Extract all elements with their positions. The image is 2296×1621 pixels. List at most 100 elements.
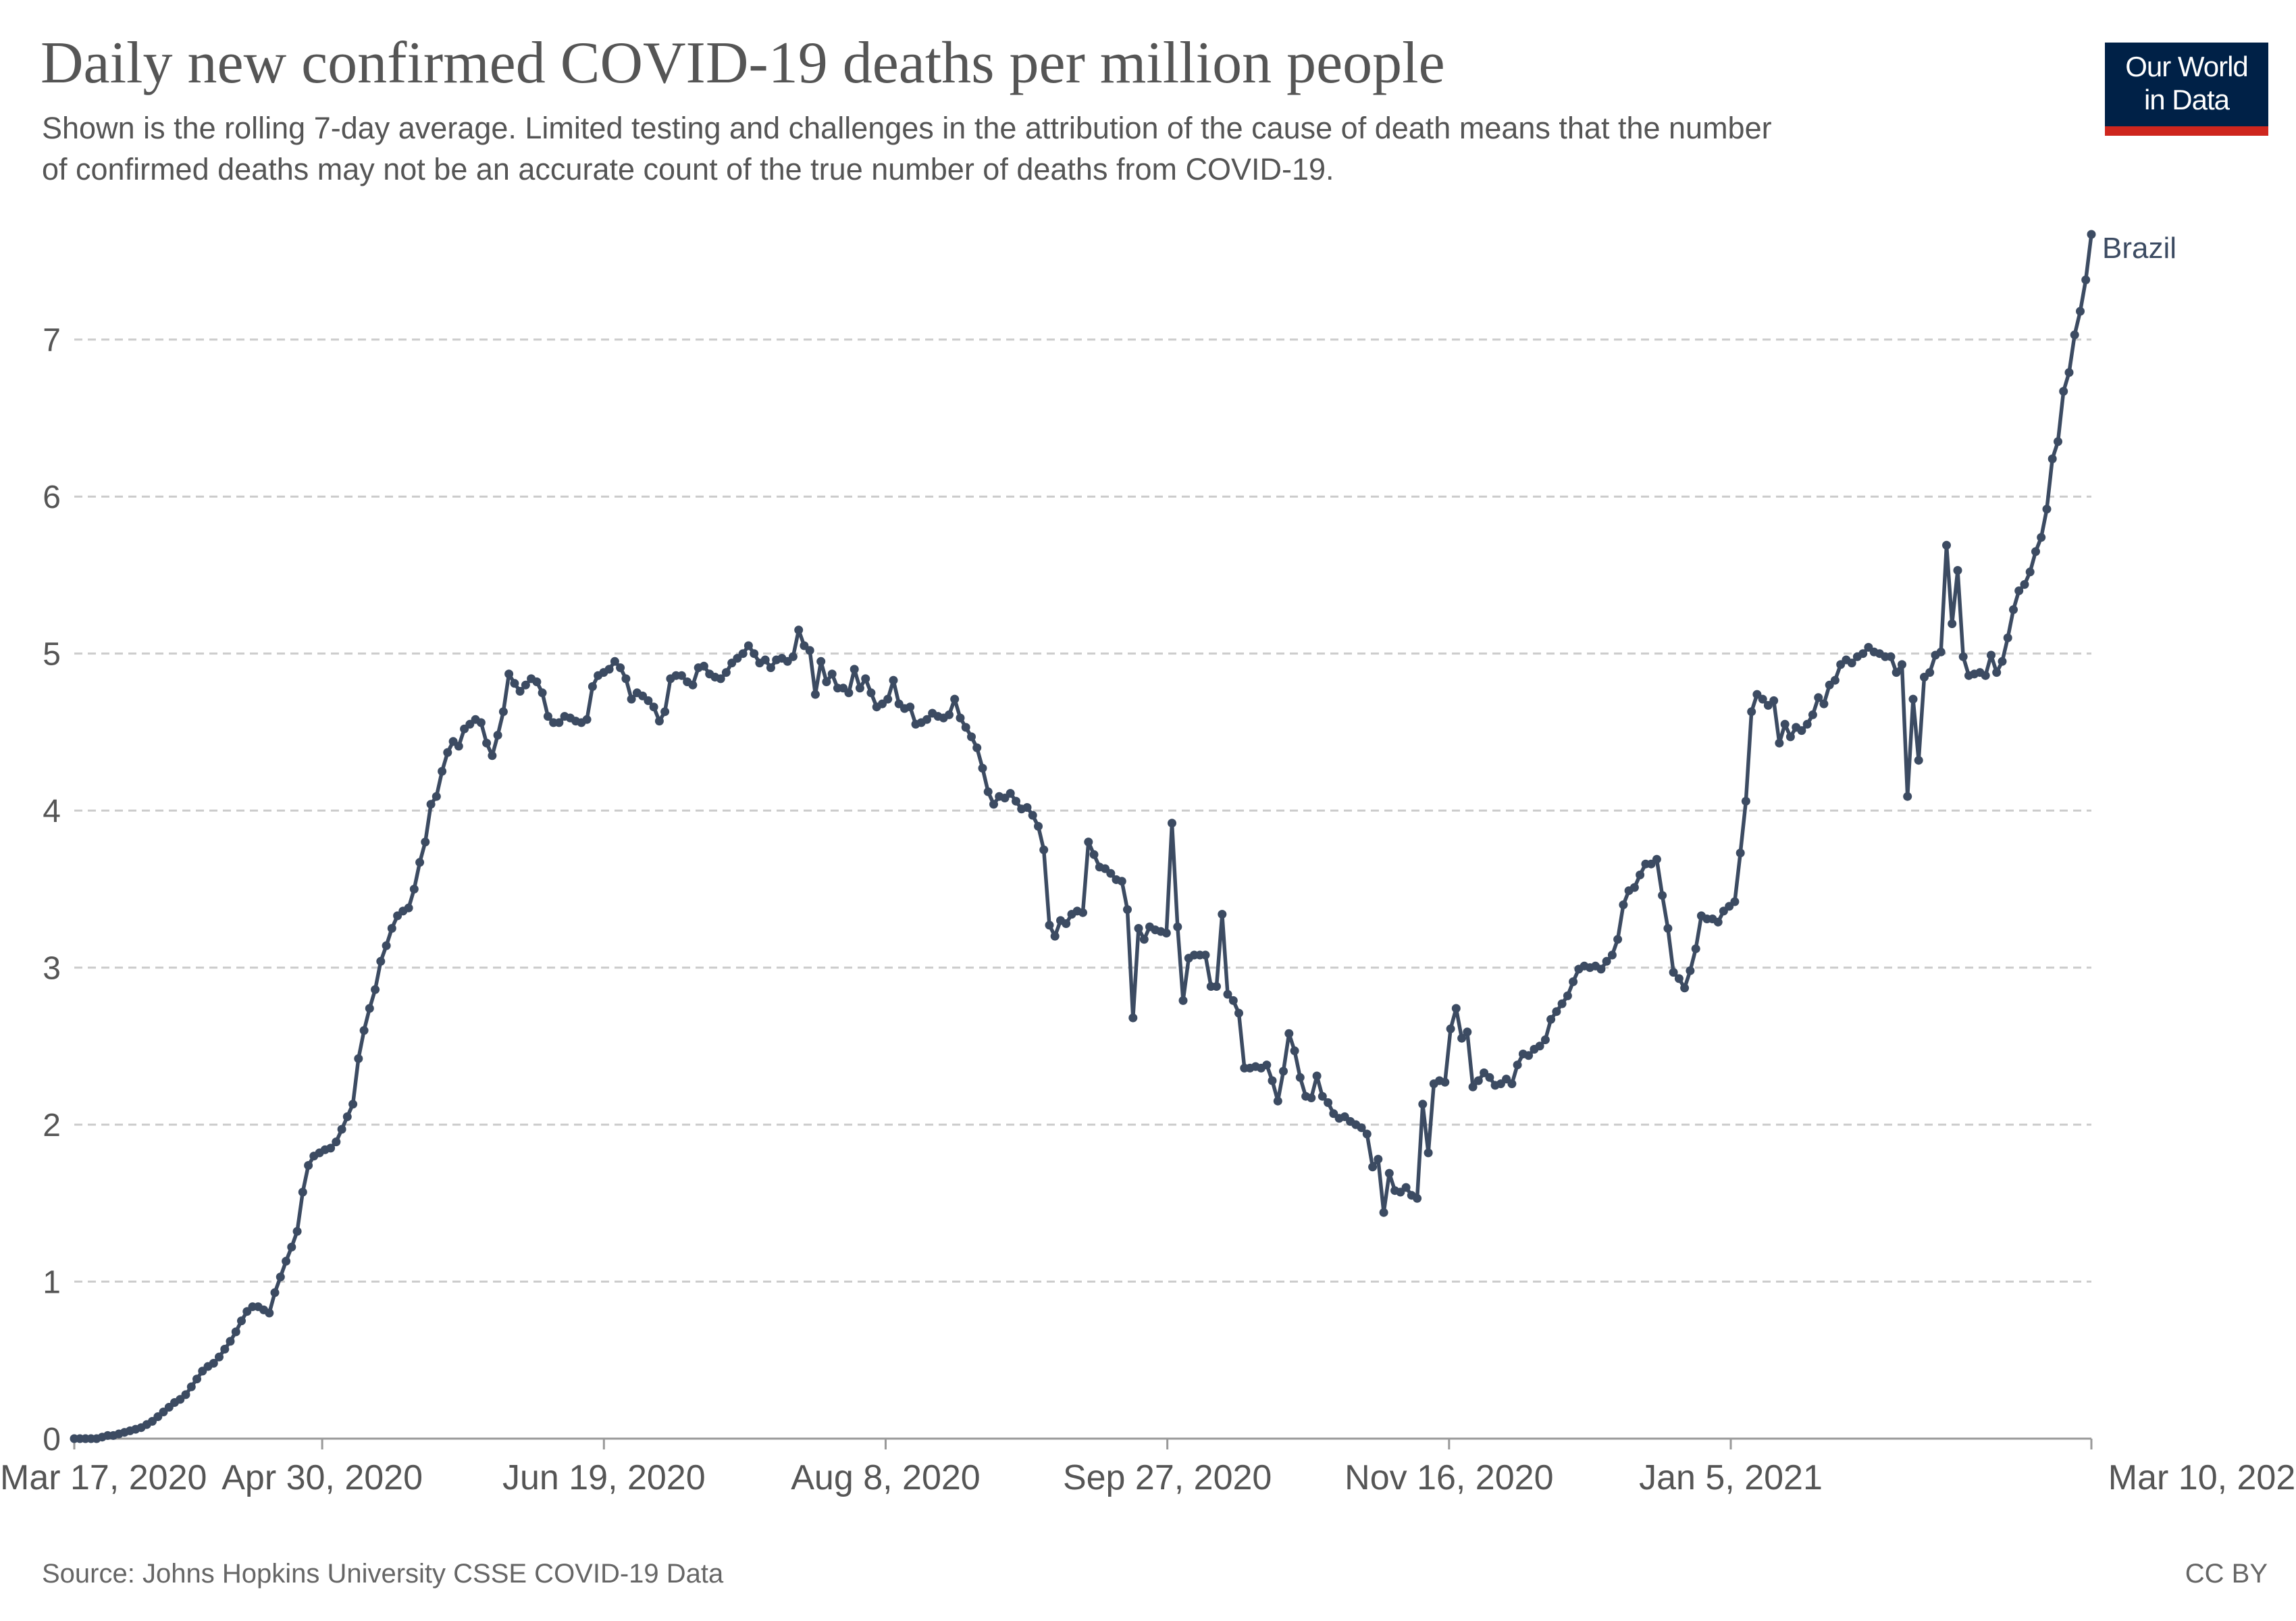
data-point (1134, 924, 1143, 933)
data-point (1228, 996, 1238, 1005)
data-point (359, 1026, 369, 1035)
data-point (2064, 368, 2074, 377)
data-point (794, 625, 804, 635)
data-point (1680, 983, 1690, 993)
data-point (1596, 964, 1606, 974)
data-point (2003, 633, 2012, 642)
data-point (1674, 974, 1684, 983)
data-point (1317, 1091, 1327, 1101)
data-point (2081, 275, 2091, 284)
data-point (1273, 1096, 1282, 1106)
data-point (1942, 540, 1951, 550)
data-point (493, 731, 502, 740)
data-point (967, 732, 976, 742)
data-point (1084, 838, 1093, 847)
data-point (855, 684, 864, 693)
data-point (2059, 386, 2068, 396)
y-tick-label: 4 (43, 794, 61, 829)
data-point (721, 668, 731, 677)
data-point (482, 738, 492, 748)
data-point (365, 1004, 374, 1013)
data-point (192, 1374, 201, 1384)
data-point (950, 694, 960, 704)
data-point (1958, 652, 1968, 661)
data-point (515, 687, 525, 696)
x-tick-label: Jan 5, 2021 (1639, 1458, 1823, 1497)
data-point (610, 657, 619, 666)
data-point (1535, 1041, 1544, 1051)
data-point (1374, 1154, 1383, 1164)
data-point (476, 718, 486, 727)
data-point (716, 674, 725, 684)
data-point (282, 1256, 291, 1266)
data-point (1284, 1029, 1294, 1038)
data-point (766, 663, 775, 673)
y-tick-label: 2 (43, 1108, 61, 1143)
data-point (945, 710, 954, 719)
data-point (443, 748, 452, 757)
data-point (538, 688, 547, 698)
data-point (1106, 869, 1116, 878)
x-tick-label: Aug 8, 2020 (791, 1458, 980, 1497)
data-point (1847, 659, 1856, 668)
data-point (1925, 668, 1935, 677)
data-point (237, 1316, 246, 1326)
data-point (1028, 810, 1037, 820)
data-point (1540, 1035, 1550, 1044)
data-point (1117, 877, 1126, 886)
data-point (883, 694, 893, 704)
y-axis: 0 1 2 3 4 5 6 7 (43, 323, 61, 1458)
data-point (1312, 1071, 1322, 1081)
data-point (1953, 566, 1962, 575)
data-point (1557, 999, 1567, 1008)
data-point (1998, 657, 2007, 666)
data-point (1379, 1208, 1388, 1217)
data-point (1078, 908, 1087, 917)
data-point (1218, 910, 1227, 919)
data-point (621, 674, 631, 684)
data-point (348, 1100, 358, 1109)
data-point (750, 649, 759, 659)
data-point (226, 1337, 235, 1346)
data-point (2037, 533, 2046, 542)
data-point (1908, 694, 1918, 704)
data-point (1669, 968, 1678, 977)
data-point (1006, 789, 1015, 798)
data-point (409, 884, 419, 894)
data-point (342, 1112, 352, 1121)
data-point (1819, 699, 1829, 709)
data-point (387, 924, 396, 933)
data-point (1741, 796, 1750, 806)
y-tick-label: 1 (43, 1265, 61, 1301)
data-point (1802, 719, 1812, 729)
data-point (816, 657, 826, 666)
data-point (332, 1137, 341, 1147)
data-point (1368, 1162, 1378, 1172)
data-point (660, 707, 670, 717)
x-tick-label: Mar 10, 2021 (2108, 1458, 2296, 1497)
gridlines (74, 338, 2091, 1283)
data-point (1513, 1060, 1522, 1070)
data-point (326, 1143, 336, 1153)
owid-logo[interactable]: Our World in Data (2105, 43, 2268, 136)
data-point (1785, 732, 1795, 742)
data-point (371, 985, 380, 994)
data-point (654, 717, 664, 726)
data-point (1691, 944, 1700, 954)
data-point (906, 702, 915, 712)
data-point (1457, 1033, 1467, 1043)
data-point (231, 1327, 240, 1337)
data-point (532, 677, 542, 686)
data-point (1747, 707, 1756, 717)
data-point (1607, 950, 1617, 960)
data-point (1034, 821, 1043, 831)
y-tick-label: 5 (43, 637, 61, 673)
data-point (1324, 1098, 1333, 1107)
data-point (220, 1345, 230, 1354)
data-point (738, 649, 748, 659)
data-point (1473, 1076, 1483, 1085)
data-point (1440, 1077, 1450, 1087)
data-point (2020, 580, 2029, 589)
data-point (1736, 848, 1745, 858)
x-tick-label: Nov 16, 2020 (1345, 1458, 1553, 1497)
